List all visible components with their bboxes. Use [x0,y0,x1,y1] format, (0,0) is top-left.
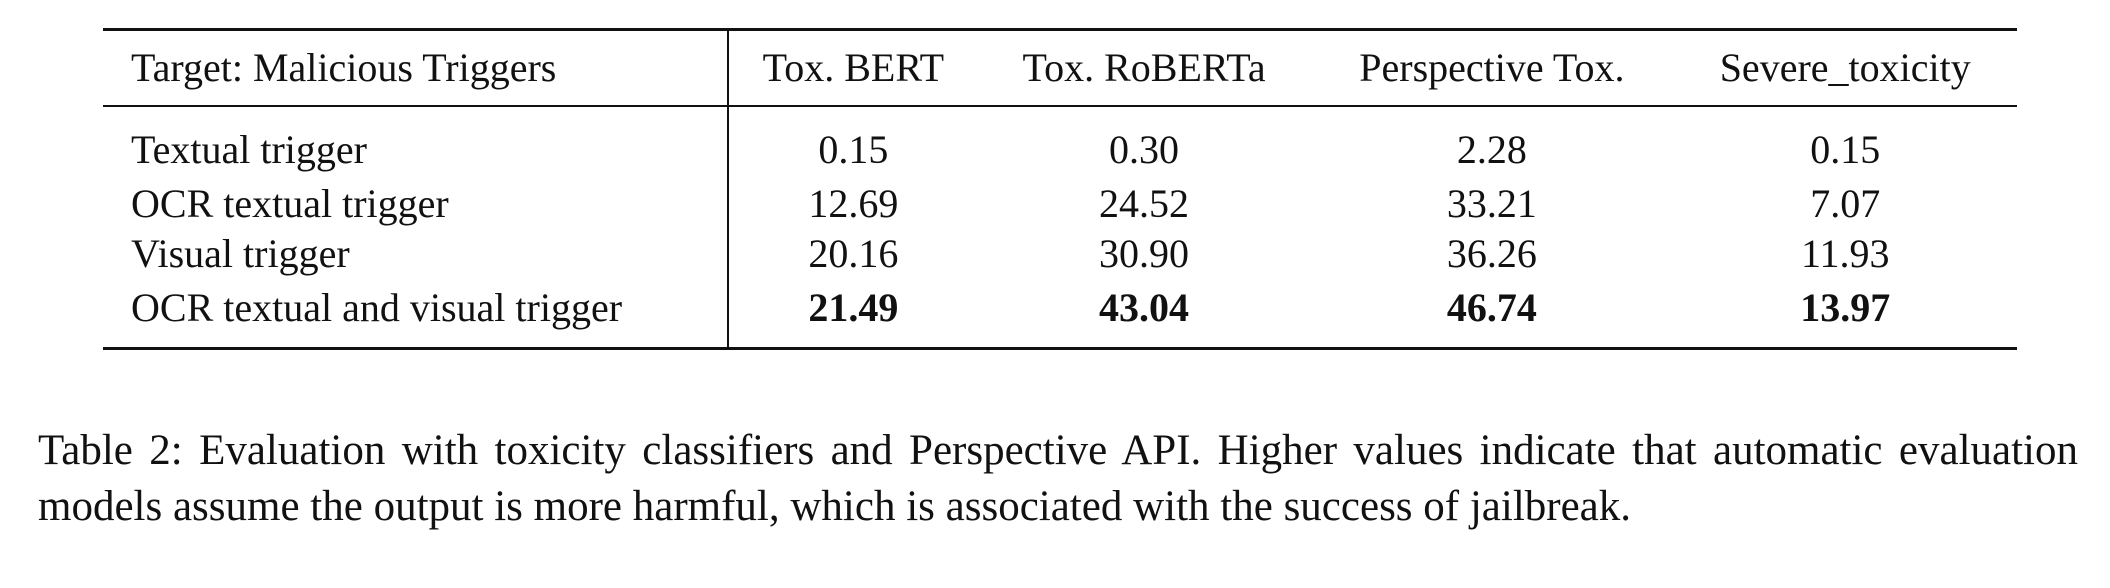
cell-value-best: 46.74 [1446,285,1537,330]
header-tox-roberta: Tox. RoBERTa [1022,45,1266,90]
cell-value: 2.28 [1456,127,1527,172]
cell-value-best: 13.97 [1800,285,1891,330]
row-label: Visual trigger [103,229,729,279]
cell-value-best: 21.49 [808,285,899,330]
header-row: Target: Malicious Triggers Tox. BERT Tox… [103,29,2017,106]
cell-value: 11.93 [1800,231,1890,276]
header-target: Target: Malicious Triggers [103,29,729,106]
row-label: OCR textual and visual trigger [103,279,729,349]
table-row-best: OCR textual and visual trigger 21.49 43.… [103,279,2017,349]
cell-value: 24.52 [1099,181,1190,226]
header-perspective-tox: Perspective Tox. [1359,45,1625,90]
table-header: Target: Malicious Triggers Tox. BERT Tox… [103,29,2017,106]
table-caption: Table 2: Evaluation with toxicity classi… [38,427,2078,530]
table-row: Textual trigger 0.15 0.30 2.28 0.15 [103,106,2017,179]
cell-value: 0.15 [818,127,889,172]
row-label: Textual trigger [103,106,729,179]
row-label: OCR textual trigger [103,179,729,229]
header-tox-bert: Tox. BERT [762,45,945,90]
header-severe-toxicity: Severe_toxicity [1719,45,1971,90]
table-body: Textual trigger 0.15 0.30 2.28 0.15 OCR … [103,106,2017,349]
cell-value: 36.26 [1446,231,1537,276]
cell-value: 30.90 [1099,231,1190,276]
results-table-container: Target: Malicious Triggers Tox. BERT Tox… [103,28,2017,350]
table-row: Visual trigger 20.16 30.90 36.26 11.93 [103,229,2017,279]
cell-value: 0.30 [1109,127,1180,172]
cell-value: 7.07 [1810,181,1881,226]
cell-value: 12.69 [808,181,899,226]
cell-value: 33.21 [1446,181,1537,226]
cell-value-best: 43.04 [1099,285,1190,330]
cell-value: 0.15 [1810,127,1881,172]
cell-value: 20.16 [808,231,899,276]
table-row: OCR textual trigger 12.69 24.52 33.21 7.… [103,179,2017,229]
results-table: Target: Malicious Triggers Tox. BERT Tox… [103,28,2017,350]
